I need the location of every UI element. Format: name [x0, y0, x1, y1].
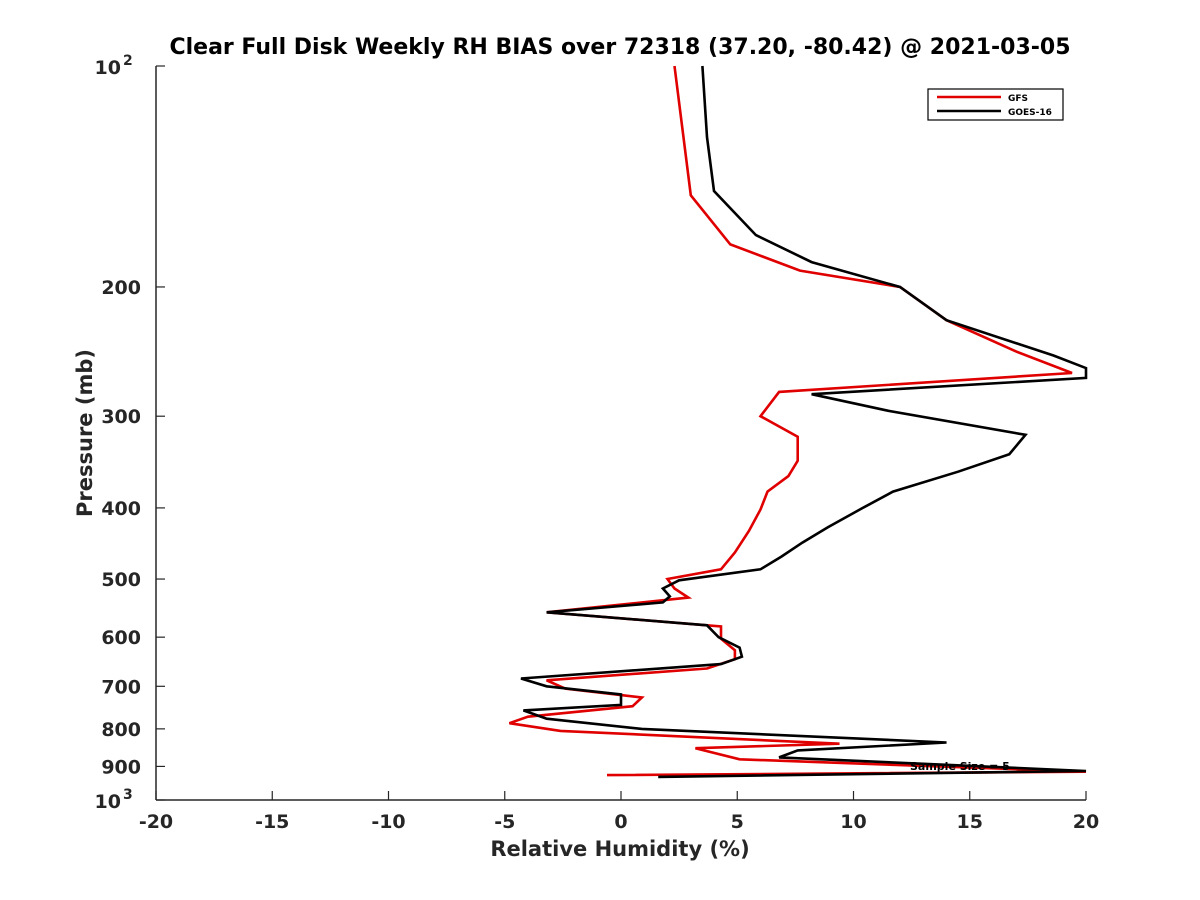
axes [155, 66, 1086, 801]
y-tick-label: 800 [101, 719, 141, 741]
x-tick-label: -10 [371, 811, 405, 833]
x-tick-label: 0 [614, 811, 627, 833]
x-axis-label: Relative Humidity (%) [490, 837, 749, 861]
x-tick-label: 15 [957, 811, 983, 833]
y-tick-label: 700 [101, 676, 141, 698]
y-tick-exponent: 2 [123, 53, 133, 69]
legend: GFS GOES-16 [927, 88, 1064, 121]
y-tick-label: 200 [101, 277, 141, 299]
x-tick-label: 20 [1073, 811, 1099, 833]
x-tick-label: 10 [840, 811, 866, 833]
sample-size-annotation: Sample Size = 5 [910, 760, 1010, 773]
plot-area [508, 65, 1088, 779]
x-tick-label: -5 [494, 811, 515, 833]
y-tick-label: 500 [101, 569, 141, 591]
y-tick-base: 10 [95, 57, 121, 79]
y-axis-label: Pressure (mb) [73, 349, 97, 517]
y-tick-label-power: 10 2 [95, 53, 133, 79]
y-tick-base: 10 [95, 791, 121, 813]
series-line-gfs [508, 65, 1087, 777]
legend-gfs-label: GFS [1008, 94, 1028, 104]
legend-box [927, 88, 1064, 121]
y-tick-label: 300 [101, 406, 141, 428]
y-tick-label: 600 [101, 627, 141, 649]
y-tick-exponent: 3 [123, 787, 133, 803]
series-line-goes-16 [520, 65, 1088, 779]
x-tick-label: -20 [139, 811, 173, 833]
y-tick-label: 900 [101, 756, 141, 778]
chart-title: Clear Full Disk Weekly RH BIAS over 7231… [169, 35, 1070, 60]
legend-goes16-label: GOES-16 [1008, 108, 1052, 118]
y-tick-label: 400 [101, 498, 141, 520]
y-tick-label-power: 10 3 [95, 787, 133, 813]
x-tick-label: -15 [255, 811, 289, 833]
x-tick-label: 5 [731, 811, 744, 833]
